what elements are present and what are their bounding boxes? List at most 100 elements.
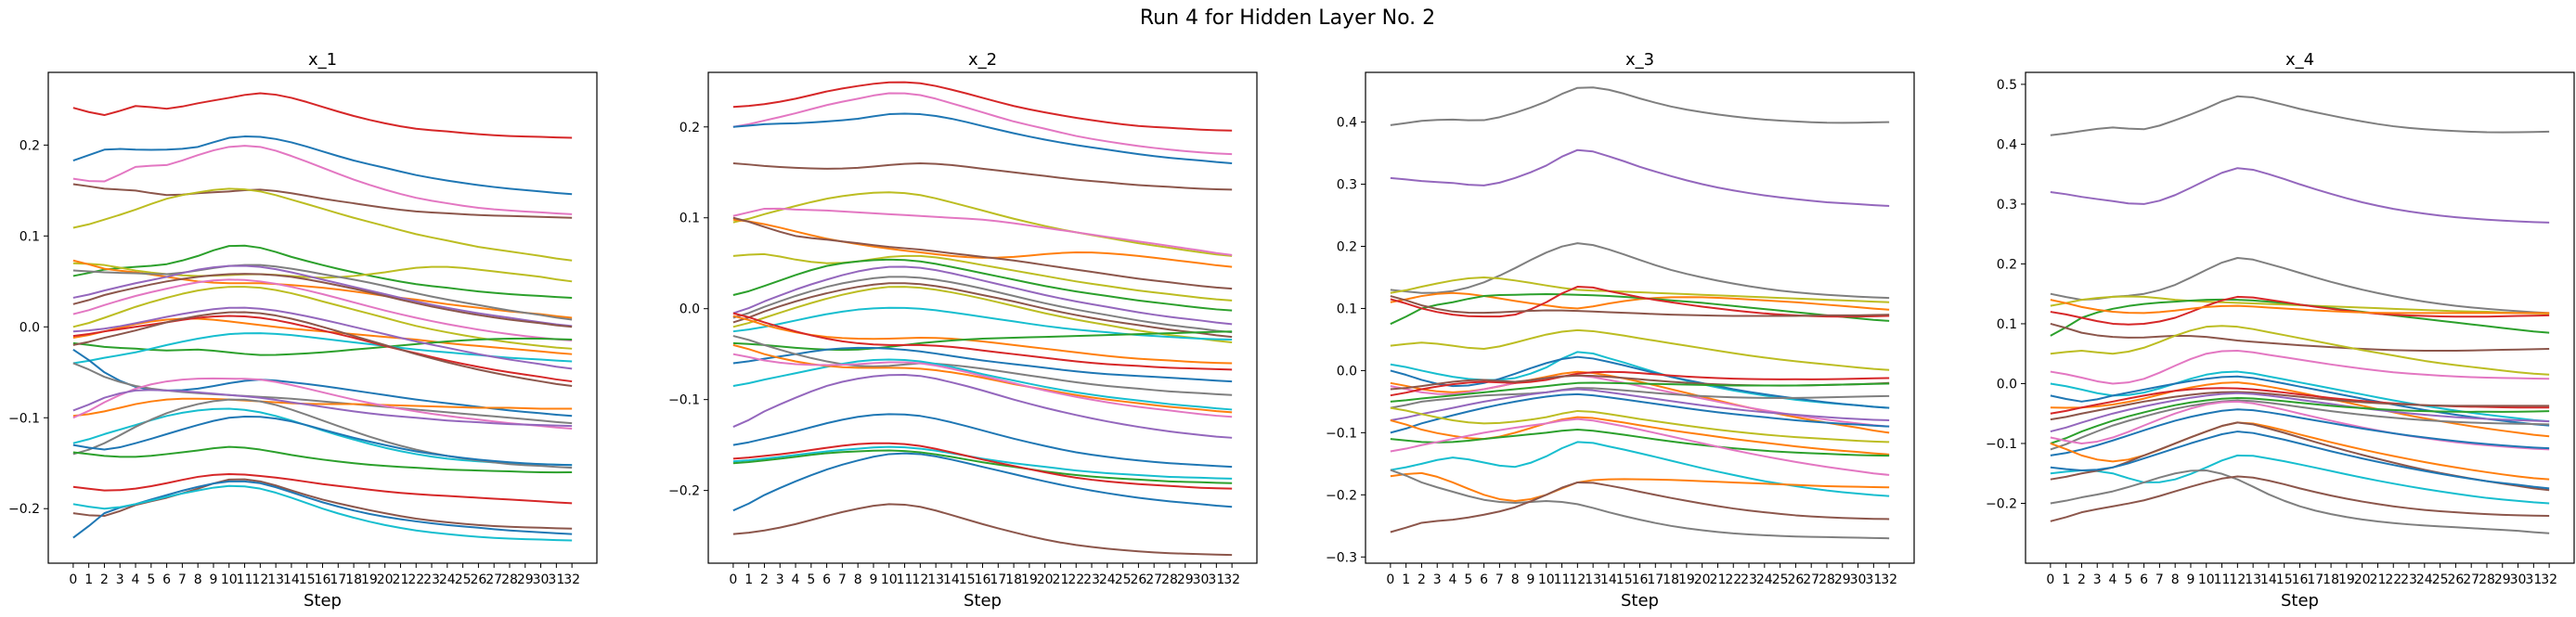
x-tick-label: 4 xyxy=(1449,572,1457,587)
series-line-10 xyxy=(2050,349,2550,385)
x-tick-label: 19 xyxy=(1021,572,1038,587)
series-line-11 xyxy=(1390,355,1890,409)
x-tick-label: 26 xyxy=(1787,572,1804,587)
x-tick-label: 22 xyxy=(408,572,424,587)
x-tick-label: 23 xyxy=(2401,572,2417,587)
x-tick-label: 9 xyxy=(210,572,218,587)
series-line-31 xyxy=(72,480,573,539)
x-tick-label: 5 xyxy=(1464,572,1472,587)
series-line-18 xyxy=(1390,388,1890,421)
series-line-3 xyxy=(732,112,1233,164)
series-line-19 xyxy=(732,346,1233,383)
x-tick-label: 31 xyxy=(1208,572,1224,587)
x-tick-label: 16 xyxy=(975,572,991,587)
series-line-10 xyxy=(72,264,573,328)
series-line-3 xyxy=(1390,242,1890,300)
series-line-13 xyxy=(732,282,1233,339)
y-tick-label: 0.2 xyxy=(19,138,40,153)
series-line-7 xyxy=(2050,299,2550,315)
x-tick-label: 14 xyxy=(943,572,960,587)
y-tick-label: 0.2 xyxy=(680,121,700,135)
x-tick-label: 3 xyxy=(1433,572,1442,587)
series-line-22 xyxy=(72,397,573,418)
x-tick-label: 15 xyxy=(1616,572,1633,587)
series-line-2 xyxy=(72,135,573,196)
series-line-14 xyxy=(732,286,1233,343)
y-tick-label: 0.5 xyxy=(1997,78,2017,93)
y-tick-label: −0.3 xyxy=(1326,550,1357,565)
series-line-2 xyxy=(2050,167,2550,224)
series-line-14 xyxy=(1390,370,1890,397)
x-tick-label: 3 xyxy=(2093,572,2102,587)
x-tick-label: 2 xyxy=(2078,572,2086,587)
figure-title: Run 4 for Hidden Layer No. 2 xyxy=(1140,6,1435,30)
x-tick-label: 24 xyxy=(439,572,456,587)
x-tick-label: 7 xyxy=(1495,572,1504,587)
series-line-16 xyxy=(2050,392,2550,433)
y-tick-label: 0.0 xyxy=(19,320,40,335)
y-tick-label: 0.2 xyxy=(1997,257,2017,272)
y-tick-label: −0.1 xyxy=(1986,437,2017,452)
x-tick-label: 7 xyxy=(838,572,847,587)
subplot-title: x_1 xyxy=(308,50,337,70)
x-tick-label: 7 xyxy=(178,572,187,587)
x-tick-label: 15 xyxy=(2276,572,2293,587)
x-tick-label: 25 xyxy=(455,572,472,587)
x-tick-label: 3 xyxy=(116,572,124,587)
x-tick-label: 1 xyxy=(2062,572,2070,587)
series-line-10 xyxy=(1390,351,1890,409)
x-tick-label: 19 xyxy=(1678,572,1695,587)
x-tick-label: 4 xyxy=(132,572,140,587)
series-line-1 xyxy=(732,81,1233,132)
x-tick-label: 17 xyxy=(330,572,346,587)
x-tick-label: 17 xyxy=(990,572,1006,587)
series-line-13 xyxy=(2050,381,2550,438)
series-line-22 xyxy=(1390,429,1890,457)
series-line-3 xyxy=(2050,256,2550,315)
series-line-18 xyxy=(72,315,573,383)
y-tick-label: −0.2 xyxy=(668,484,700,499)
series-line-12 xyxy=(72,278,573,341)
x-tick-label: 12 xyxy=(2229,572,2246,587)
series-line-24 xyxy=(1390,441,1890,497)
series-line-12 xyxy=(2050,375,2550,427)
series-line-11 xyxy=(732,265,1233,326)
x-tick-label: 6 xyxy=(2140,572,2148,587)
series-line-20 xyxy=(1390,406,1890,443)
x-tick-label: 24 xyxy=(2416,572,2433,587)
series-line-6 xyxy=(72,244,573,299)
series-line-29 xyxy=(732,452,1233,512)
x-tick-label: 16 xyxy=(2292,572,2309,587)
x-tick-label: 10 xyxy=(221,572,238,587)
series-group xyxy=(1390,86,1890,540)
series-line-9 xyxy=(72,264,573,321)
series-line-19 xyxy=(2050,400,2550,451)
x-tick-label: 32 xyxy=(1881,572,1897,587)
x-tick-label: 11 xyxy=(237,572,253,587)
x-tick-label: 27 xyxy=(485,572,502,587)
series-line-15 xyxy=(72,337,573,356)
x-tick-label: 18 xyxy=(1663,572,1679,587)
x-tick-label: 1 xyxy=(1402,572,1410,587)
x-tick-label: 31 xyxy=(1865,572,1882,587)
series-line-17 xyxy=(2050,396,2550,444)
subplot-title: x_4 xyxy=(2285,50,2314,70)
x-tick-label: 30 xyxy=(1850,572,1867,587)
series-line-19 xyxy=(1390,392,1890,434)
y-tick-label: 0.0 xyxy=(1337,364,1357,379)
series-line-5 xyxy=(1390,291,1890,311)
y-tick-label: −0.2 xyxy=(8,502,40,517)
y-tick-label: −0.1 xyxy=(1326,426,1357,441)
x-tick-label: 11 xyxy=(1554,572,1571,587)
series-line-17 xyxy=(72,306,573,370)
x-tick-label: 2 xyxy=(100,572,109,587)
x-tick-label: 23 xyxy=(423,572,440,587)
x-tick-label: 28 xyxy=(501,572,518,587)
x-tick-label: 25 xyxy=(1772,572,1789,587)
x-tick-label: 17 xyxy=(2307,572,2324,587)
x-tick-label: 8 xyxy=(2171,572,2180,587)
series-line-26 xyxy=(72,398,573,469)
x-tick-label: 26 xyxy=(470,572,486,587)
series-line-1 xyxy=(1390,86,1890,126)
x-tick-label: 25 xyxy=(1115,572,1132,587)
